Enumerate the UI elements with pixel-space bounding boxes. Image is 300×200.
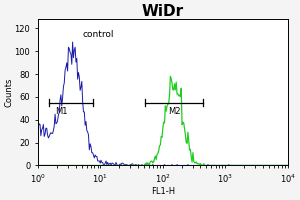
X-axis label: FL1-H: FL1-H (151, 187, 175, 196)
Text: control: control (83, 30, 114, 39)
Y-axis label: Counts: Counts (4, 78, 13, 107)
Text: M2: M2 (168, 107, 180, 116)
Text: M1: M1 (56, 107, 68, 116)
Title: WiDr: WiDr (142, 4, 184, 19)
